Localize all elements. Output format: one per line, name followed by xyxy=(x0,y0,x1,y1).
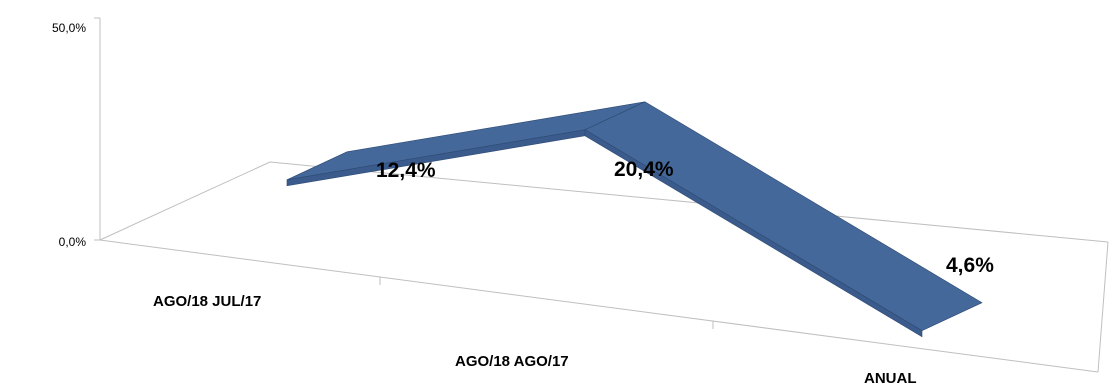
x-axis xyxy=(99,239,1099,373)
back-wall-floor xyxy=(269,161,1109,243)
data-label-2: 20,4% xyxy=(614,158,674,181)
axis-frame xyxy=(94,17,1109,373)
data-label-3: 4,6% xyxy=(946,254,994,277)
y-tick-label-bottom: 0,0% xyxy=(59,235,87,249)
category-label-2: AGO/18 AGO/17 xyxy=(455,353,569,370)
back-floor-edge xyxy=(99,161,271,241)
category-label-3: ANUAL xyxy=(864,370,917,387)
series-ribbon xyxy=(286,101,983,338)
right-floor-edge xyxy=(1097,241,1109,373)
ribbon-segment-1 xyxy=(286,101,646,181)
y-tick-label-top: 50,0% xyxy=(52,21,86,35)
ribbon-segment-2 xyxy=(584,101,983,332)
category-label-1: AGO/18 JUL/17 xyxy=(153,293,261,310)
ribbon-front-2 xyxy=(584,129,923,338)
data-label-1: 12,4% xyxy=(376,159,436,182)
